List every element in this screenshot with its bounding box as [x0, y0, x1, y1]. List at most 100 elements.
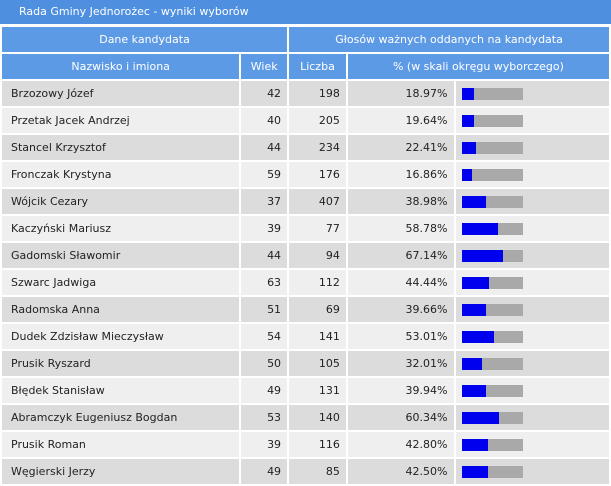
candidate-age: 54 [241, 324, 288, 349]
vote-count: 85 [289, 459, 346, 484]
vote-percent: 44.44% [347, 270, 455, 295]
vote-bar-track [462, 411, 524, 424]
vote-bar-fill [462, 141, 477, 154]
table-row: Dudek Zdzisław Mieczysław 54 141 53.01% [2, 324, 609, 349]
table-row: Abramczyk Eugeniusz Bogdan 53 140 60.34% [2, 405, 609, 430]
table-row: Gadomski Sławomir 44 94 67.14% [2, 243, 609, 268]
table-row: Radomska Anna 51 69 39.66% [2, 297, 609, 322]
header-votes: Głosów ważnych oddanych na kandydata [289, 27, 609, 52]
candidate-age: 44 [241, 135, 288, 160]
candidate-age: 51 [241, 297, 288, 322]
candidate-age: 53 [241, 405, 288, 430]
vote-bar-fill [462, 168, 473, 181]
vote-bar-cell [456, 270, 609, 295]
vote-bar-track [462, 276, 524, 289]
vote-bar-cell [456, 297, 609, 322]
vote-percent: 16.86% [347, 162, 455, 187]
results-table: Dane kandydata Głosów ważnych oddanych n… [0, 25, 611, 486]
vote-bar-track [462, 330, 524, 343]
vote-bar-track [462, 168, 524, 181]
vote-count: 105 [289, 351, 346, 376]
table-row: Stancel Krzysztof 44 234 22.41% [2, 135, 609, 160]
candidate-age: 63 [241, 270, 288, 295]
candidate-name: Brzozowy Józef [2, 81, 240, 106]
column-header-name: Nazwisko i imiona [2, 54, 240, 79]
vote-count: 69 [289, 297, 346, 322]
table-row: Szwarc Jadwiga 63 112 44.44% [2, 270, 609, 295]
vote-count: 94 [289, 243, 346, 268]
candidate-name: Prusik Roman [2, 432, 240, 457]
candidate-age: 37 [241, 189, 288, 214]
vote-bar-track [462, 222, 524, 235]
vote-count: 140 [289, 405, 346, 430]
vote-count: 234 [289, 135, 346, 160]
vote-count: 77 [289, 216, 346, 241]
vote-percent: 18.97% [347, 81, 455, 106]
vote-bar-fill [462, 114, 475, 127]
vote-percent: 38.98% [347, 189, 455, 214]
candidate-name: Fronczak Krystyna [2, 162, 240, 187]
vote-bar-track [462, 141, 524, 154]
column-header-count: Liczba [289, 54, 346, 79]
candidate-age: 59 [241, 162, 288, 187]
candidate-age: 44 [241, 243, 288, 268]
table-row: Brzozowy Józef 42 198 18.97% [2, 81, 609, 106]
vote-bar-cell [456, 378, 609, 403]
vote-bar-cell [456, 108, 609, 133]
vote-bar-fill [462, 303, 487, 316]
vote-percent: 39.66% [347, 297, 455, 322]
candidate-name: Abramczyk Eugeniusz Bogdan [2, 405, 240, 430]
table-row: Błędek Stanisław 49 131 39.94% [2, 378, 609, 403]
vote-percent: 19.64% [347, 108, 455, 133]
vote-bar-track [462, 249, 524, 262]
vote-bar-cell [456, 432, 609, 457]
vote-count: 407 [289, 189, 346, 214]
candidate-name: Szwarc Jadwiga [2, 270, 240, 295]
vote-count: 141 [289, 324, 346, 349]
candidate-age: 39 [241, 216, 288, 241]
vote-bar-cell [456, 405, 609, 430]
vote-bar-cell [456, 162, 609, 187]
vote-bar-cell [456, 81, 609, 106]
vote-percent: 22.41% [347, 135, 455, 160]
vote-percent: 39.94% [347, 378, 455, 403]
vote-percent: 58.78% [347, 216, 455, 241]
vote-bar-track [462, 384, 524, 397]
vote-bar-track [462, 87, 524, 100]
candidate-name: Przetak Jacek Andrzej [2, 108, 240, 133]
vote-bar-cell [456, 135, 609, 160]
vote-bar-fill [462, 384, 487, 397]
candidate-name: Dudek Zdzisław Mieczysław [2, 324, 240, 349]
candidate-age: 49 [241, 378, 288, 403]
vote-bar-fill [462, 222, 499, 235]
vote-bar-track [462, 357, 524, 370]
vote-bar-cell [456, 243, 609, 268]
vote-count: 198 [289, 81, 346, 106]
candidate-name: Radomska Anna [2, 297, 240, 322]
vote-count: 116 [289, 432, 346, 457]
vote-percent: 67.14% [347, 243, 455, 268]
vote-count: 176 [289, 162, 346, 187]
candidate-name: Gadomski Sławomir [2, 243, 240, 268]
vote-bar-fill [462, 276, 490, 289]
vote-bar-track [462, 303, 524, 316]
vote-bar-fill [462, 195, 487, 208]
table-row: Węgierski Jerzy 49 85 42.50% [2, 459, 609, 484]
candidate-name: Prusik Ryszard [2, 351, 240, 376]
candidate-name: Błędek Stanisław [2, 378, 240, 403]
vote-percent: 32.01% [347, 351, 455, 376]
candidate-name: Wójcik Cezary [2, 189, 240, 214]
table-row: Wójcik Cezary 37 407 38.98% [2, 189, 609, 214]
candidate-name: Węgierski Jerzy [2, 459, 240, 484]
vote-bar-fill [462, 411, 500, 424]
vote-bar-track [462, 465, 524, 478]
vote-bar-fill [462, 330, 495, 343]
vote-bar-fill [462, 249, 504, 262]
vote-percent: 42.50% [347, 459, 455, 484]
vote-bar-fill [462, 438, 489, 451]
vote-bar-track [462, 114, 524, 127]
table-row: Kaczyński Mariusz 39 77 58.78% [2, 216, 609, 241]
vote-bar-fill [462, 357, 483, 370]
header-candidate-data: Dane kandydata [2, 27, 288, 52]
